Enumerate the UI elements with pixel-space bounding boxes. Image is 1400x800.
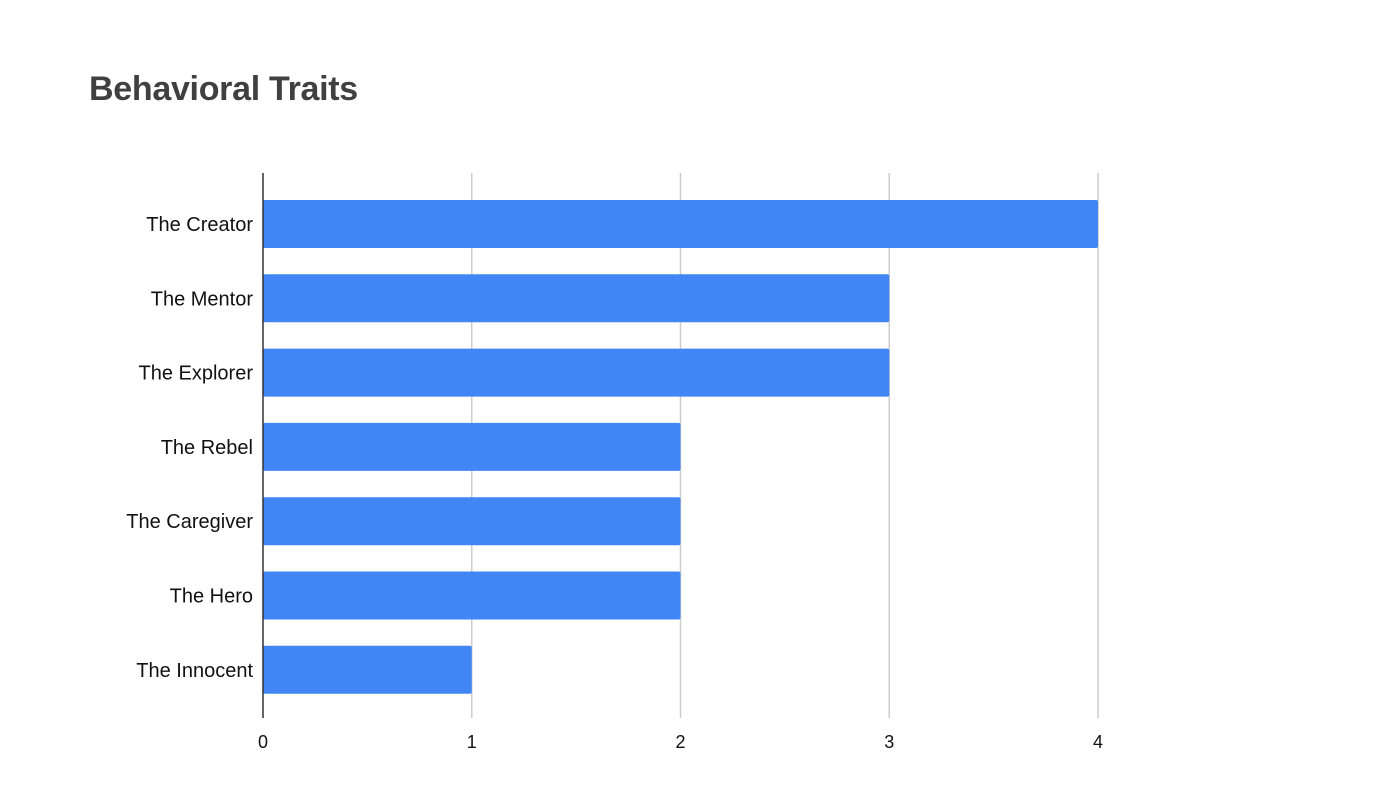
category-label: The Caregiver [126, 511, 253, 533]
bars [263, 200, 1098, 694]
category-label: The Creator [146, 214, 253, 236]
category-label: The Explorer [139, 363, 254, 385]
bar [263, 348, 890, 397]
x-tick-label: 3 [884, 732, 894, 752]
labels: 0 1 2 3 4 The Creator The Mentor The Explorer Th… [126, 214, 1103, 752]
x-tick-label: 1 [467, 732, 477, 752]
x-tick-label: 0 [258, 732, 268, 752]
category-label: The Innocent [136, 660, 253, 682]
bar [263, 200, 1098, 248]
category-label: The Mentor [151, 288, 254, 310]
category-label: The Hero [170, 586, 253, 608]
bar [263, 645, 472, 694]
x-tick-label: 2 [675, 732, 685, 752]
chart-title: Behavioral Traits [89, 70, 358, 108]
bar [263, 422, 681, 471]
category-label: The Rebel [161, 437, 253, 459]
bar [263, 274, 890, 323]
bar [263, 497, 681, 546]
bar [263, 571, 681, 620]
x-tick-label: 4 [1093, 732, 1103, 752]
